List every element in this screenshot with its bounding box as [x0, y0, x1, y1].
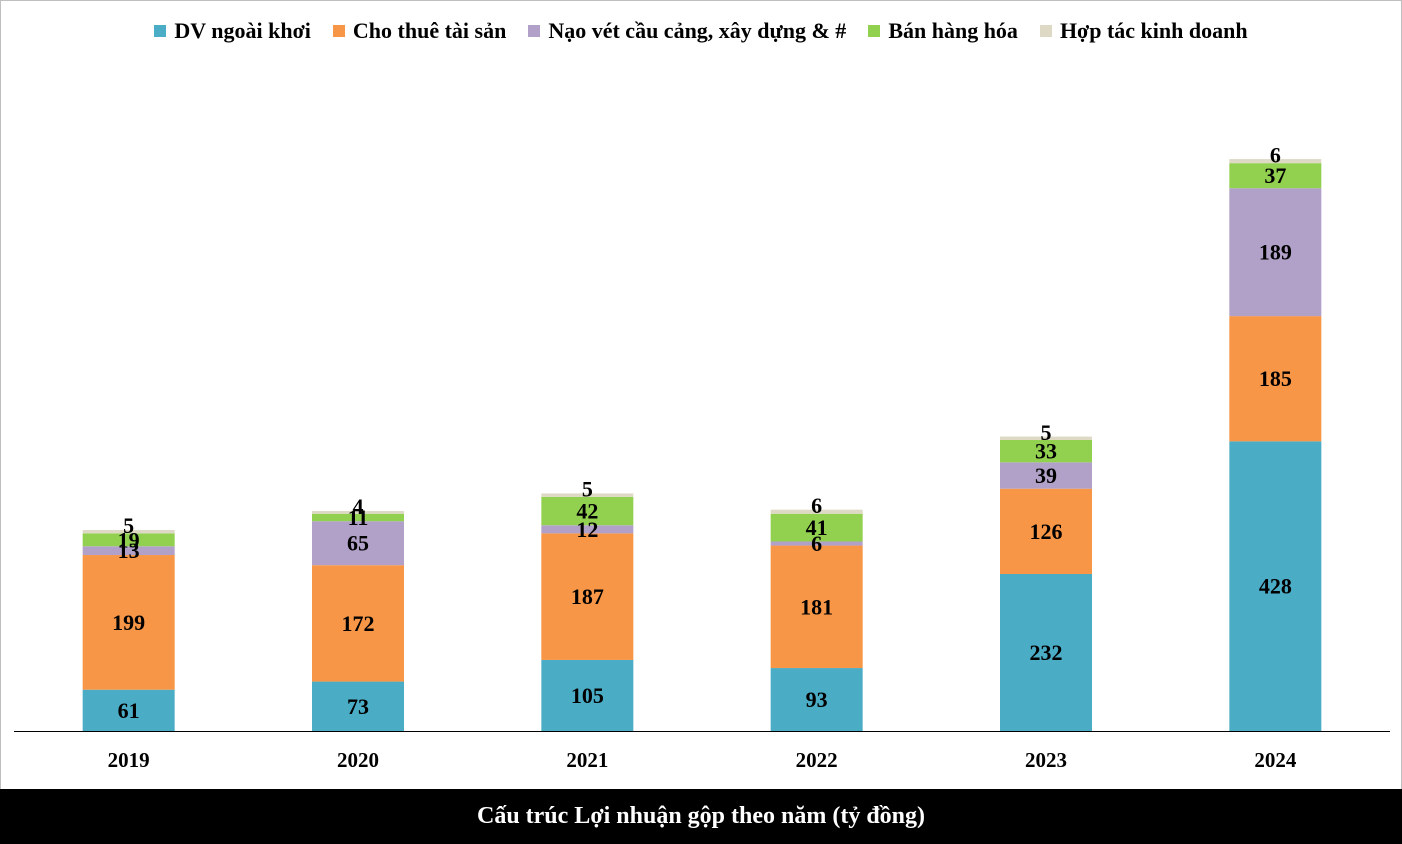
- legend-item: Cho thuê tài sản: [332, 18, 507, 44]
- data-label: 19: [118, 527, 140, 552]
- bar-segment: [770, 545, 863, 669]
- data-label: 181: [800, 594, 833, 619]
- x-tick-label: 2022: [796, 748, 838, 772]
- bar-segment: [1000, 439, 1092, 463]
- legend-label: Bán hàng hóa: [888, 18, 1018, 43]
- legend-label: Hợp tác kinh doanh: [1059, 18, 1248, 43]
- data-label: 126: [1030, 519, 1063, 544]
- x-tick-label: 2024: [1254, 748, 1297, 772]
- bar-segment: [1000, 462, 1092, 489]
- bar-segment: [312, 681, 404, 731]
- chart-title: Cấu trúc Lợi nhuận gộp theo năm (tỷ đồng…: [476, 803, 926, 829]
- bar-segment: [770, 509, 863, 514]
- bar-segment: [770, 541, 863, 546]
- data-label: 5: [1041, 420, 1052, 445]
- bar-segment: [82, 555, 175, 690]
- data-label: 4: [353, 494, 364, 519]
- bar-segment: [312, 565, 404, 682]
- bar-segment: [1229, 188, 1322, 317]
- bar-segment: [312, 511, 404, 514]
- data-label: 11: [348, 505, 369, 530]
- legend-label: Cho thuê tài sản: [352, 18, 507, 43]
- legend-label: Nạo vét cầu cảng, xây dựng & #: [548, 18, 847, 43]
- bar-segment: [1229, 163, 1322, 189]
- data-label: 42: [576, 499, 598, 524]
- legend-swatch: [868, 25, 881, 37]
- data-label: 172: [342, 611, 375, 636]
- data-label: 73: [347, 694, 369, 719]
- bar-segment: [1000, 573, 1092, 731]
- bar-segment: [1000, 488, 1092, 574]
- x-tick-label: 2021: [566, 748, 608, 772]
- data-label: 61: [118, 698, 140, 723]
- data-label: 37: [1264, 163, 1286, 188]
- data-label: 187: [571, 584, 604, 609]
- legend: DV ngoài khơi Cho thuê tài sản Nạo vét cầu…: [0, 18, 1402, 44]
- legend-swatch: [154, 25, 167, 37]
- legend-item: Bán hàng hóa: [868, 18, 1018, 44]
- data-label: 6: [1270, 143, 1281, 168]
- x-tick-label: 2023: [1025, 748, 1067, 772]
- bar-segment: [1229, 441, 1322, 731]
- data-label: 5: [123, 513, 134, 538]
- bar-segment: [312, 521, 404, 566]
- legend-item: DV ngoài khơi: [154, 18, 311, 44]
- bar-segment: [770, 668, 863, 731]
- data-label: 33: [1035, 439, 1057, 464]
- bar-segment: [541, 533, 634, 660]
- data-label: 12: [576, 517, 598, 542]
- bar-segment: [541, 496, 634, 526]
- data-label: 13: [118, 538, 140, 563]
- chart-title-bar: Cấu trúc Lợi nhuận gộp theo năm (tỷ đồng…: [0, 789, 1402, 844]
- bar-segment: [770, 513, 863, 542]
- data-label: 199: [112, 610, 145, 635]
- legend-swatch: [528, 25, 541, 37]
- data-label: 189: [1259, 240, 1292, 265]
- legend-swatch: [332, 25, 345, 37]
- data-label: 39: [1035, 463, 1057, 488]
- data-label: 41: [806, 515, 828, 540]
- bar-segment: [82, 689, 175, 731]
- x-tick-label: 2020: [337, 748, 379, 772]
- data-label: 6: [811, 493, 822, 518]
- bar-segment: [312, 513, 404, 522]
- bar-segment: [1000, 436, 1092, 440]
- data-label: 105: [571, 683, 604, 708]
- data-label: 65: [347, 531, 369, 556]
- x-tick-label: 2019: [108, 748, 150, 772]
- bar-segment: [82, 533, 175, 547]
- data-label: 6: [811, 531, 822, 556]
- bar-segment: [541, 525, 634, 534]
- bar-segment: [1229, 159, 1322, 164]
- data-label: 5: [582, 477, 593, 502]
- data-label: 232: [1030, 640, 1063, 665]
- legend-item: Nạo vét cầu cảng, xây dựng & #: [528, 18, 846, 44]
- bar-segment: [82, 546, 175, 556]
- data-label: 428: [1259, 574, 1292, 599]
- legend-label: DV ngoài khơi: [174, 18, 311, 43]
- legend-swatch: [1039, 25, 1052, 37]
- legend-item: Hợp tác kinh doanh: [1039, 18, 1248, 44]
- bar-segment: [541, 493, 634, 497]
- data-label: 93: [806, 687, 828, 712]
- bar-segment: [82, 529, 175, 534]
- data-label: 185: [1259, 366, 1292, 391]
- chart-plot: 6119913195201973172651142020105187124252…: [14, 143, 1390, 772]
- bar-segment: [541, 659, 634, 731]
- bar-segment: [1229, 316, 1322, 442]
